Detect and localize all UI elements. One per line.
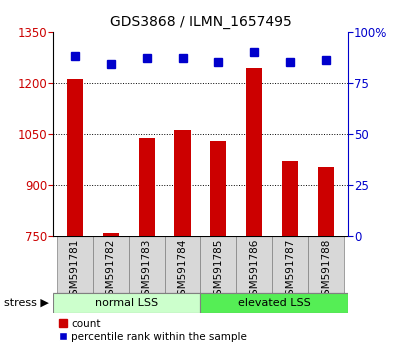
FancyBboxPatch shape [236,236,272,293]
Bar [175,130,191,236]
FancyBboxPatch shape [57,236,93,293]
Text: elevated LSS: elevated LSS [238,298,310,308]
Bar [282,161,298,236]
Title: GDS3868 / ILMN_1657495: GDS3868 / ILMN_1657495 [109,16,292,29]
Text: GSM591781: GSM591781 [70,239,80,302]
FancyBboxPatch shape [201,236,236,293]
Text: GSM591787: GSM591787 [285,239,295,302]
Bar [210,141,226,236]
FancyBboxPatch shape [53,293,201,313]
Bar [67,79,83,236]
Bar [318,167,334,236]
Text: normal LSS: normal LSS [95,298,158,308]
FancyBboxPatch shape [272,236,308,293]
Bar [139,138,155,236]
Text: GSM591782: GSM591782 [106,239,116,302]
FancyBboxPatch shape [129,236,165,293]
FancyBboxPatch shape [308,236,344,293]
Text: GSM591788: GSM591788 [321,239,331,302]
Text: GSM591783: GSM591783 [142,239,152,302]
Text: stress ▶: stress ▶ [4,298,49,308]
FancyBboxPatch shape [93,236,129,293]
Legend: count, percentile rank within the sample: count, percentile rank within the sample [58,319,247,342]
Bar [103,233,119,236]
FancyBboxPatch shape [165,236,201,293]
FancyBboxPatch shape [201,293,348,313]
Text: GSM591785: GSM591785 [213,239,224,302]
Text: GSM591786: GSM591786 [249,239,259,302]
Bar [246,68,262,236]
Text: GSM591784: GSM591784 [177,239,188,302]
